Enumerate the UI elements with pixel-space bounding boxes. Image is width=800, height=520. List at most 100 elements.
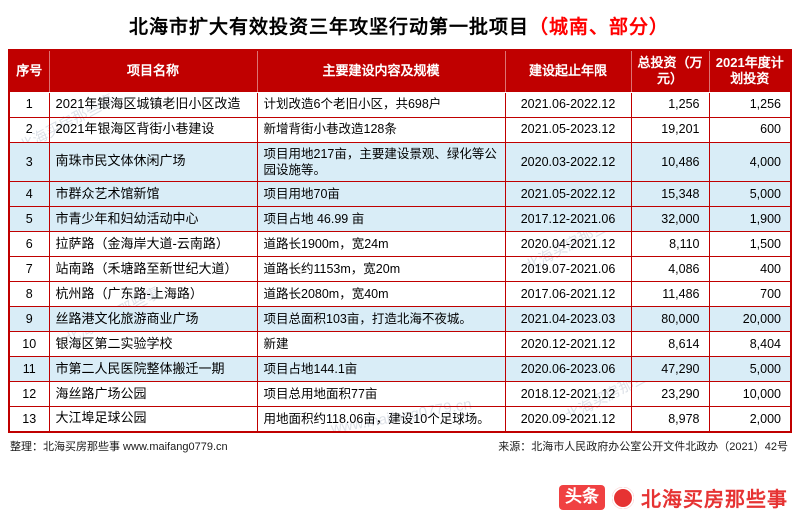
page-title: 北海市扩大有效投资三年攻坚行动第一批项目（城南、部分）: [8, 6, 790, 49]
cell-plan: 4,000: [708, 141, 792, 182]
projects-table: 序号 项目名称 主要建设内容及规模 建设起止年限 总投资（万元） 2021年度计划投资 1…: [8, 49, 792, 433]
cell-no: 8: [8, 281, 50, 307]
infographic-page: 北海市扩大有效投资三年攻坚行动第一批项目（城南、部分） 序号 项目名称 主要建设内容…: [8, 6, 792, 453]
table-row: 3 南珠市民文体休闲广场 项目用地217亩，主要建设景观、绿化等公园设施等。 2020…: [8, 141, 792, 182]
cell-period: 2021.04-2023.03: [504, 306, 632, 332]
cell-name: 市第二人民医院整体搬迁一期: [48, 356, 258, 382]
cell-total: 15,348: [630, 181, 710, 207]
cell-plan: 5,000: [708, 181, 792, 207]
cell-plan: 5,000: [708, 356, 792, 382]
cell-period: 2020.09-2021.12: [504, 406, 632, 432]
cell-no: 11: [8, 356, 50, 382]
cell-period: 2021.06-2022.12: [504, 91, 632, 118]
cell-total: 8,614: [630, 331, 710, 357]
cell-period: 2020.04-2021.12: [504, 231, 632, 257]
cell-total: 19,201: [630, 116, 710, 143]
cell-plan: 10,000: [708, 381, 792, 407]
cell-period: 2021.05-2023.12: [504, 116, 632, 143]
cell-total: 80,000: [630, 306, 710, 332]
cell-no: 13: [8, 406, 50, 432]
table-row: 1 2021年银海区城镇老旧小区改造 计划改造6个老旧小区，共698户 2021.06…: [8, 91, 792, 118]
table-row: 4 市群众艺术馆新馆 项目用地70亩 2021.05-2022.12 15,348 5,0…: [8, 181, 792, 207]
cell-content: 新增背街小巷改造128条: [256, 116, 506, 143]
cell-content: 计划改造6个老旧小区，共698户: [256, 91, 506, 118]
cell-total: 1,256: [630, 91, 710, 118]
column-header: 序号: [8, 49, 50, 93]
table-header-row: 序号 项目名称 主要建设内容及规模 建设起止年限 总投资（万元） 2021年度计划投资: [8, 49, 792, 93]
cell-plan: 2,000: [708, 406, 792, 432]
table-row: 5 市青少年和妇幼活动中心 项目占地 46.99 亩 2017.12-2021.06 3…: [8, 206, 792, 232]
cell-no: 5: [8, 206, 50, 232]
cell-no: 7: [8, 256, 50, 282]
cell-content: 项目用地70亩: [256, 181, 506, 207]
cell-total: 4,086: [630, 256, 710, 282]
cell-plan: 400: [708, 256, 792, 282]
table-row: 10 银海区第二实验学校 新建 2020.12-2021.12 8,614 8,404: [8, 331, 792, 357]
cell-name: 丝路港文化旅游商业广场: [48, 306, 258, 332]
cell-name: 站南路（禾塘路至新世纪大道）: [48, 256, 258, 282]
cell-no: 10: [8, 331, 50, 357]
cell-no: 2: [8, 116, 50, 143]
cell-total: 32,000: [630, 206, 710, 232]
cell-period: 2017.12-2021.06: [504, 206, 632, 232]
table-body: 1 2021年银海区城镇老旧小区改造 计划改造6个老旧小区，共698户 2021.06…: [8, 91, 792, 432]
table-row: 6 拉萨路（金海岸大道-云南路） 道路长1900m，宽24m 2020.04-2021…: [8, 231, 792, 257]
cell-content: 道路长约1153m，宽20m: [256, 256, 506, 282]
account-avatar-icon: [612, 486, 634, 509]
column-header: 建设起止年限: [504, 49, 632, 93]
cell-content: 道路长1900m，宽24m: [256, 231, 506, 257]
cell-total: 8,978: [630, 406, 710, 432]
cell-content: 项目总用地面积77亩: [256, 381, 506, 407]
branding-bar: 头条 北海买房那些事: [559, 483, 788, 512]
cell-no: 4: [8, 181, 50, 207]
cell-total: 8,110: [630, 231, 710, 257]
cell-period: 2020.06-2023.06: [504, 356, 632, 382]
cell-plan: 8,404: [708, 331, 792, 357]
cell-period: 2017.06-2021.12: [504, 281, 632, 307]
cell-period: 2018.12-2021.12: [504, 381, 632, 407]
table-row: 9 丝路港文化旅游商业广场 项目总面积103亩，打造北海不夜城。 2021.04-20…: [8, 306, 792, 332]
cell-name: 市青少年和妇幼活动中心: [48, 206, 258, 232]
cell-content: 新建: [256, 331, 506, 357]
column-header: 总投资（万元）: [630, 49, 710, 93]
cell-name: 海丝路广场公园: [48, 381, 258, 407]
table-row: 11 市第二人民医院整体搬迁一期 项目占地144.1亩 2020.06-2023.06…: [8, 356, 792, 382]
cell-content: 项目用地217亩，主要建设景观、绿化等公园设施等。: [256, 141, 506, 182]
cell-plan: 700: [708, 281, 792, 307]
cell-content: 项目占地 46.99 亩: [256, 206, 506, 232]
footer-source-right: 来源：北海市人民政府办公室公开文件北政办（2021）42号: [498, 440, 788, 453]
cell-total: 47,290: [630, 356, 710, 382]
column-header: 2021年度计划投资: [708, 49, 792, 93]
cell-period: 2020.03-2022.12: [504, 141, 632, 182]
cell-name: 杭州路（广东路-上海路）: [48, 281, 258, 307]
title-main: 北海市扩大有效投资三年攻坚行动第一批项目: [128, 17, 529, 38]
cell-content: 道路长2080m，宽40m: [256, 281, 506, 307]
cell-total: 23,290: [630, 381, 710, 407]
cell-plan: 1,256: [708, 91, 792, 118]
cell-plan: 1,500: [708, 231, 792, 257]
cell-period: 2020.12-2021.12: [504, 331, 632, 357]
cell-plan: 20,000: [708, 306, 792, 332]
column-header: 主要建设内容及规模: [256, 49, 506, 93]
cell-name: 拉萨路（金海岸大道-云南路）: [48, 231, 258, 257]
cell-plan: 1,900: [708, 206, 792, 232]
toutiao-logo-icon: 头条: [559, 485, 605, 510]
cell-period: 2021.05-2022.12: [504, 181, 632, 207]
cell-period: 2019.07-2021.06: [504, 256, 632, 282]
cell-no: 6: [8, 231, 50, 257]
table-row: 13 大江埠足球公园 用地面积约118.06亩，建设10个足球场。 2020.09-2…: [8, 406, 792, 432]
cell-name: 2021年银海区城镇老旧小区改造: [48, 91, 258, 118]
cell-name: 市群众艺术馆新馆: [48, 181, 258, 207]
cell-total: 10,486: [630, 141, 710, 182]
cell-no: 3: [8, 141, 50, 182]
footer-source-left: 整理：北海买房那些事 www.maifang0779.cn: [10, 440, 228, 453]
cell-content: 用地面积约118.06亩，建设10个足球场。: [256, 406, 506, 432]
cell-no: 12: [8, 381, 50, 407]
cell-name: 银海区第二实验学校: [48, 331, 258, 357]
table-row: 7 站南路（禾塘路至新世纪大道） 道路长约1153m，宽20m 2019.07-202…: [8, 256, 792, 282]
cell-no: 9: [8, 306, 50, 332]
cell-total: 11,486: [630, 281, 710, 307]
cell-content: 项目占地144.1亩: [256, 356, 506, 382]
table-row: 12 海丝路广场公园 项目总用地面积77亩 2018.12-2021.12 23,290…: [8, 381, 792, 407]
cell-plan: 600: [708, 116, 792, 143]
